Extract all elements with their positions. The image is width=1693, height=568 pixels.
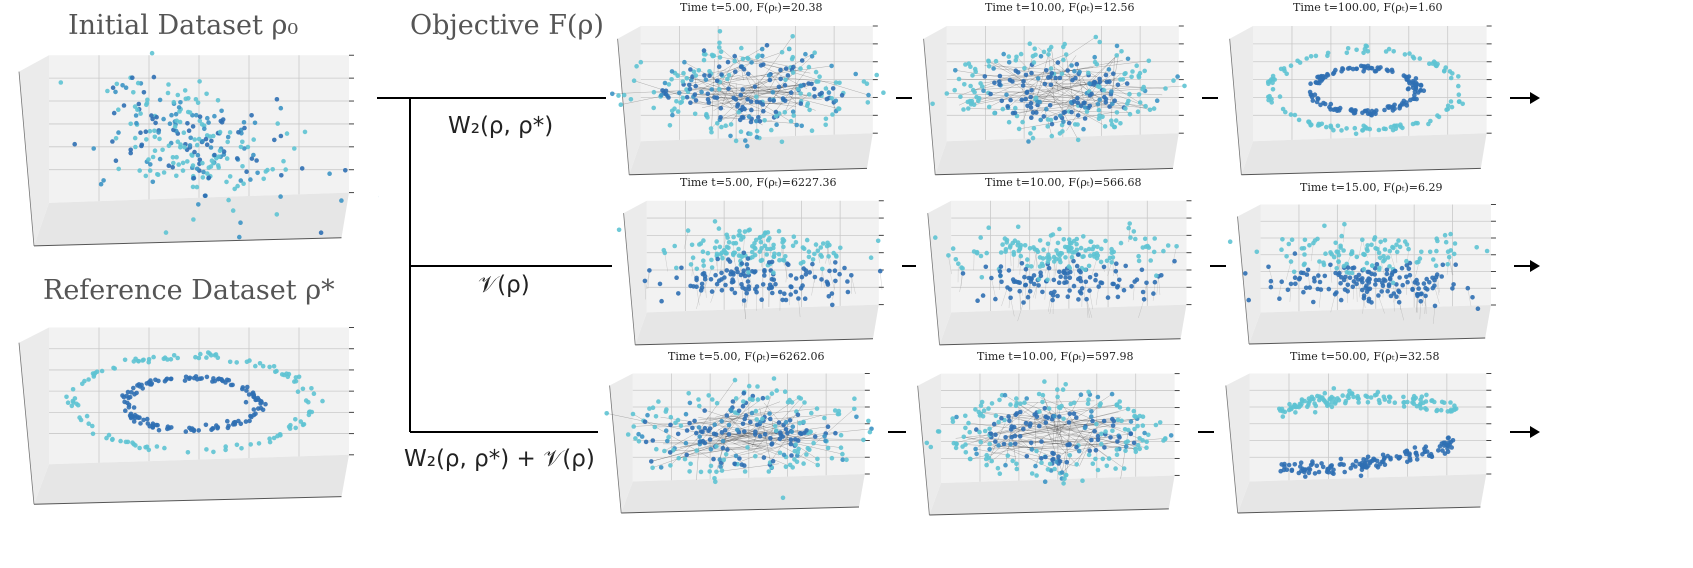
panel-r3c3-axes: [1225, 373, 1492, 514]
panel-r3c3: [1214, 366, 1510, 516]
panel-title-r2c2: Time t=10.00, F(ρₜ)=566.68: [985, 176, 1142, 189]
reference-dataset-plot: [4, 318, 379, 508]
panel-title-r2c1: Time t=5.00, F(ρₜ)=6227.36: [680, 176, 837, 189]
panel-r2c3: [1226, 197, 1514, 347]
panel-r3c1-axes: [604, 373, 874, 514]
initial-dataset-title: Initial Dataset ρ₀: [68, 10, 299, 41]
panel-r2c2: [916, 193, 1210, 348]
panel-r2c2-axes: [927, 200, 1192, 346]
panel-r1c1: [606, 18, 896, 178]
panel-r2c1-axes: [616, 200, 884, 346]
panel-r3c2-axes: [917, 373, 1180, 516]
reference-dataset-axes: [18, 327, 354, 505]
panel-r2c1: [612, 193, 902, 348]
panel-title-r1c1: Time t=5.00, F(ρₜ)=20.38: [680, 1, 823, 14]
panel-r1c2-axes: [923, 25, 1187, 176]
branch-label-v: 𝒱(ρ): [478, 272, 530, 298]
panel-title-r3c2: Time t=10.00, F(ρₜ)=597.98: [977, 350, 1134, 363]
panel-r1c3: [1218, 18, 1510, 178]
panel-title-r1c3: Time t=100.00, F(ρₜ)=1.60: [1293, 1, 1443, 14]
panel-r3c1: [598, 366, 888, 516]
branch-label-w2-plus-v: W₂(ρ, ρ*) + 𝒱(ρ): [404, 446, 595, 472]
panel-title-r3c1: Time t=5.00, F(ρₜ)=6262.06: [668, 350, 825, 363]
panel-r2c3-axes: [1227, 204, 1496, 345]
branch-label-w2: W₂(ρ, ρ*): [448, 113, 554, 139]
panel-title-r3c3: Time t=50.00, F(ρₜ)=32.58: [1290, 350, 1440, 363]
reference-dataset-title: Reference Dataset ρ*: [43, 275, 335, 306]
initial-dataset-plot: [4, 45, 379, 250]
panel-r1c2: [912, 18, 1202, 178]
panel-r1c3-axes: [1229, 25, 1492, 176]
initial-dataset-axes: [18, 50, 379, 247]
panel-title-r1c2: Time t=10.00, F(ρₜ)=12.56: [985, 1, 1135, 14]
objective-title: Objective F(ρ): [410, 10, 604, 41]
panel-title-r2c3: Time t=15.00, F(ρₜ)=6.29: [1300, 181, 1443, 194]
panel-r1c1-axes: [610, 25, 886, 176]
panel-r3c2: [906, 366, 1198, 518]
